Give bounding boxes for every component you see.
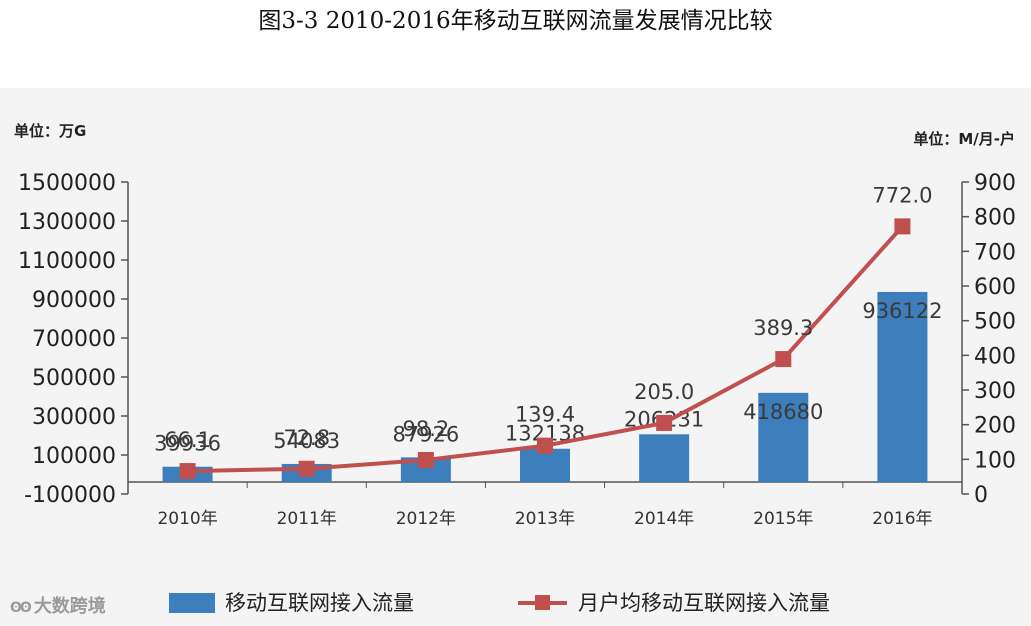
right-tick-label: 400 (974, 344, 1016, 369)
left-tick-label: 100000 (32, 444, 116, 469)
bar-data-label: 87926 (392, 422, 459, 446)
legend-label-bar: 移动互联网接入流量 (225, 591, 414, 615)
right-tick-label: 100 (974, 448, 1016, 473)
legend-swatch-bar (169, 593, 215, 613)
left-tick-label: 1500000 (18, 171, 116, 196)
left-tick-label: 300000 (32, 405, 116, 430)
line-data-label: 772.0 (872, 183, 932, 207)
bar-data-labels: 399365408387926132138206231418680936122 (154, 299, 942, 456)
line-data-labels: 66.1 72.8 98.2 139.4 205.0 389.3 772.0 (164, 183, 932, 452)
right-tick-label: 300 (974, 379, 1016, 404)
legend: 移动互联网接入流量 月户均移动互联网接入流量 (169, 591, 830, 615)
left-axis-ticks: -100000 100000 300000 500000 700000 900000 110… (18, 171, 128, 508)
legend-label-line: 月户均移动互联网接入流量 (578, 591, 830, 615)
x-tick-label: 2013年 (515, 509, 575, 529)
right-tick-label: 0 (974, 483, 988, 508)
right-axis-ticks: 0 100 200 300 400 500 600 700 800 900 (962, 171, 1016, 508)
chart-title: 图3-3 2010-2016年移动互联网流量发展情况比较 (258, 8, 773, 34)
x-tick-label: 2012年 (396, 509, 456, 529)
x-tick-label: 2016年 (872, 509, 932, 529)
bar (877, 291, 928, 482)
x-tick-label: 2014年 (634, 509, 694, 529)
wechat-logo-icon: ʘʘ (10, 600, 32, 616)
left-tick-label: 500000 (32, 366, 116, 391)
left-tick-label: 900000 (32, 288, 116, 313)
right-tick-label: 700 (974, 240, 1016, 265)
right-tick-label: 800 (974, 206, 1016, 231)
plot-panel: 单位：万G 单位：M/月-户 -100000 100000 300000 500000… (0, 88, 1031, 626)
bar-data-label: 936122 (862, 299, 942, 323)
line-data-label: 205.0 (634, 380, 694, 404)
combo-chart: 单位：万G 单位：M/月-户 -100000 100000 300000 500000… (14, 122, 1016, 615)
line-point (656, 414, 673, 431)
line-data-label: 66.1 (164, 428, 211, 452)
line-series (179, 218, 911, 480)
line-point (894, 218, 911, 235)
line-data-label: 72.8 (283, 426, 330, 450)
x-tick-label: 2015年 (753, 509, 813, 529)
right-tick-label: 600 (974, 275, 1016, 300)
line-data-label: 98.2 (402, 417, 449, 441)
right-tick-label: 500 (974, 310, 1016, 335)
watermark: ʘʘ 大数跨境 (10, 592, 106, 618)
bar (520, 448, 570, 482)
bar (639, 434, 690, 482)
line-point (179, 463, 196, 480)
x-tick-label: 2011年 (277, 509, 337, 529)
left-tick-label: 1300000 (18, 210, 116, 235)
x-axis-ticks: 2010年 2011年 2012年 2013年 2014年 2015年 2016年 (157, 482, 933, 529)
bar-data-label: 54083 (273, 429, 340, 453)
legend-swatch-marker (535, 595, 550, 610)
line-point (298, 460, 315, 477)
left-tick-label: 1100000 (18, 249, 116, 274)
x-tick-label: 2010年 (157, 509, 217, 529)
right-tick-label: 200 (974, 414, 1016, 439)
left-tick-label: 700000 (32, 327, 116, 352)
right-tick-label: 900 (974, 171, 1016, 196)
line-point (537, 437, 553, 454)
bar-data-label: 39936 (154, 432, 221, 456)
line-data-label: 389.3 (753, 316, 813, 340)
line-data-label: 139.4 (515, 403, 575, 427)
watermark-text: 大数跨境 (33, 596, 106, 617)
line-point (775, 351, 792, 368)
left-axis-unit: 单位：万G (14, 122, 86, 140)
line-point (417, 451, 434, 468)
right-axis-unit: 单位：M/月-户 (913, 130, 1015, 148)
bar-data-label: 418680 (743, 400, 823, 424)
bar (758, 392, 809, 482)
left-tick-label: -100000 (24, 483, 116, 508)
